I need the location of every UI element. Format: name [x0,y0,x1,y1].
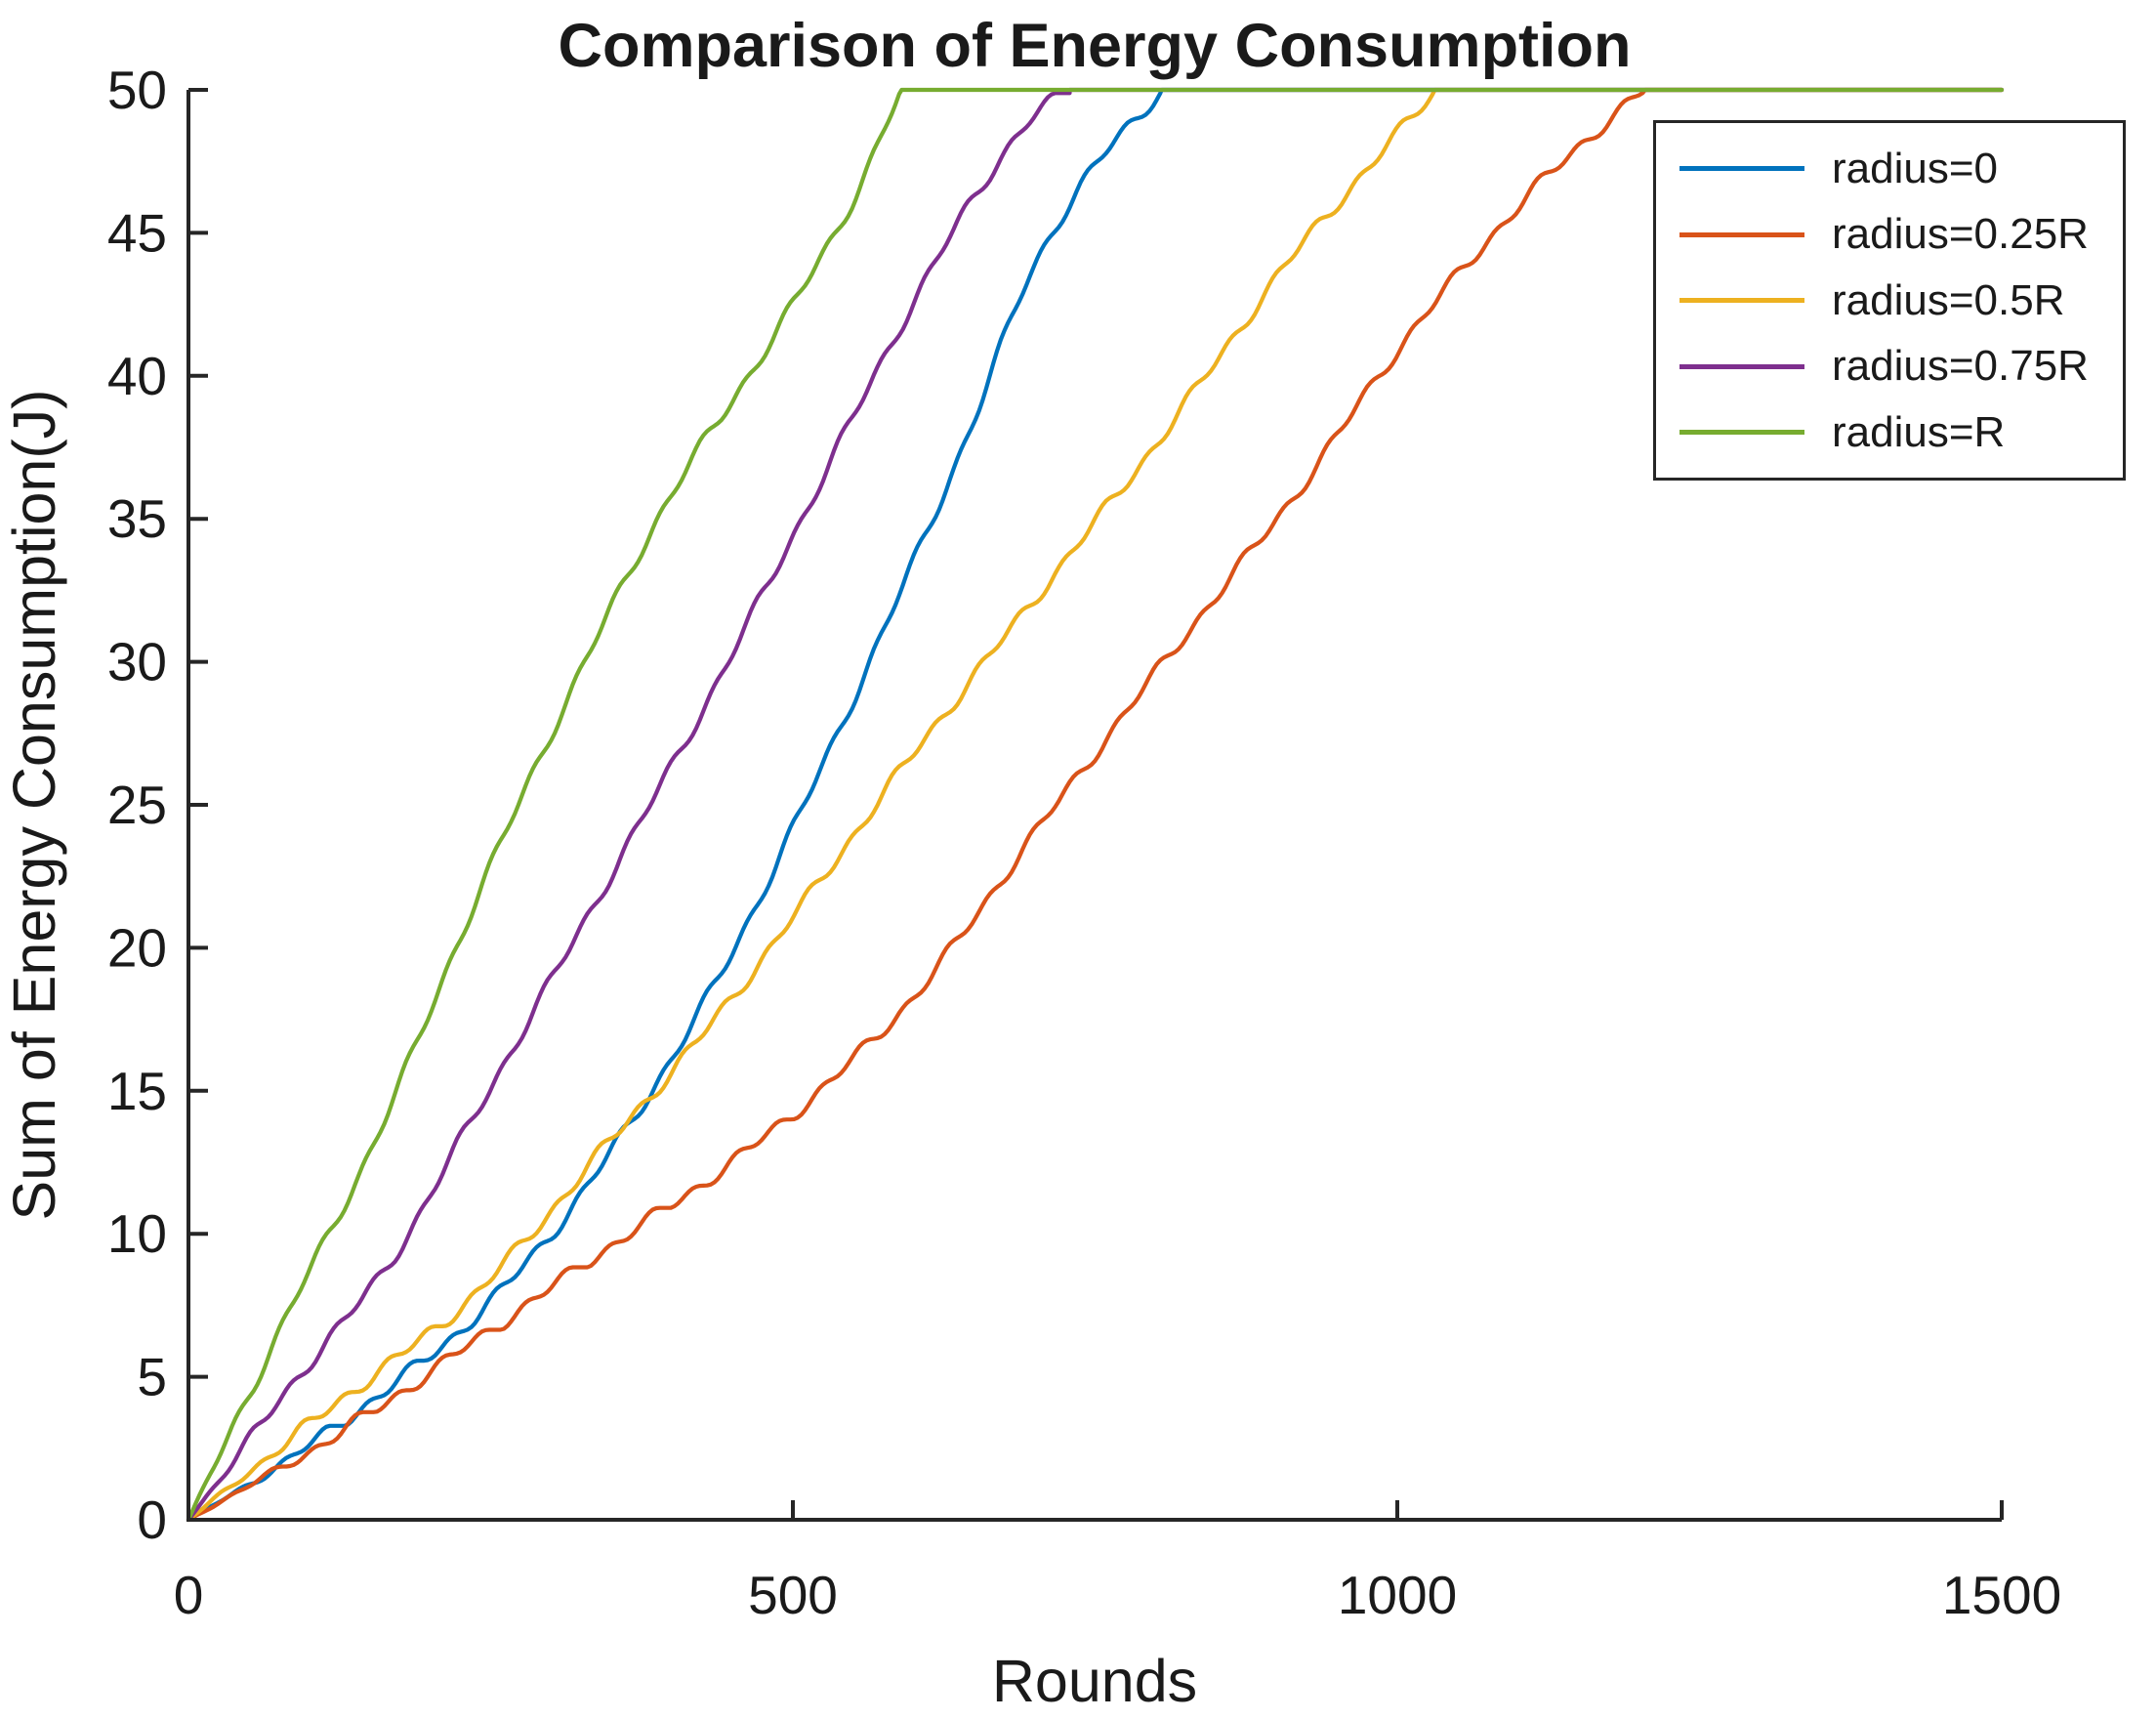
series-line-radius-0-25R [186,87,2005,1523]
y-tick-label-15: 15 [107,1061,167,1121]
chart-title: Comparison of Energy Consumption [558,12,1631,80]
y-tick-label-40: 40 [107,346,167,406]
series-line-radius-R [186,87,2005,1523]
legend-row-radius-0-5R: radius=0.5R [1656,276,2123,325]
legend-line-sample [1679,430,1804,435]
legend-row-radius-R: radius=R [1656,408,2123,457]
legend: radius=0 radius=0.25R radius=0.5R radius=0.… [1653,120,2126,481]
legend-row-radius-0-75R: radius=0.75R [1656,342,2123,391]
y-tick-label-25: 25 [107,775,167,835]
x-tick-label-500: 500 [748,1565,838,1625]
legend-line-sample [1679,166,1804,171]
legend-line-sample [1679,298,1804,303]
legend-label: radius=R [1832,407,2006,456]
y-tick-label-35: 35 [107,488,167,549]
axes [187,88,2004,1522]
legend-label: radius=0.75R [1832,342,2089,390]
x-axis-label: Rounds [992,1648,1197,1714]
y-tick-label-50: 50 [107,60,167,120]
x-tick-label-0: 0 [174,1565,204,1625]
legend-label: radius=0.25R [1832,210,2089,258]
legend-line-sample [1679,231,1804,237]
legend-label: radius=0.5R [1832,275,2065,324]
legend-label: radius=0 [1832,144,1999,192]
x-tick-label-1500: 1500 [1942,1565,2061,1625]
legend-row-radius-0: radius=0 [1656,145,2123,193]
y-tick-label-30: 30 [107,632,167,692]
y-tick-label-10: 10 [107,1203,167,1264]
series-line-radius-0-75R [186,87,2005,1523]
legend-line-sample [1679,363,1804,369]
y-axis-label: Sum of Energy Consumption(J) [1,390,67,1221]
series-line-radius-0-5R [186,87,2005,1523]
legend-row-radius-0-25R: radius=0.25R [1656,210,2123,259]
y-tick-label-5: 5 [137,1347,167,1407]
y-tick-label-45: 45 [107,202,167,263]
y-tick-label-20: 20 [107,917,167,978]
x-tick-label-1000: 1000 [1338,1565,1457,1625]
y-tick-label-0: 0 [137,1489,167,1550]
series-lines [186,87,2005,1523]
